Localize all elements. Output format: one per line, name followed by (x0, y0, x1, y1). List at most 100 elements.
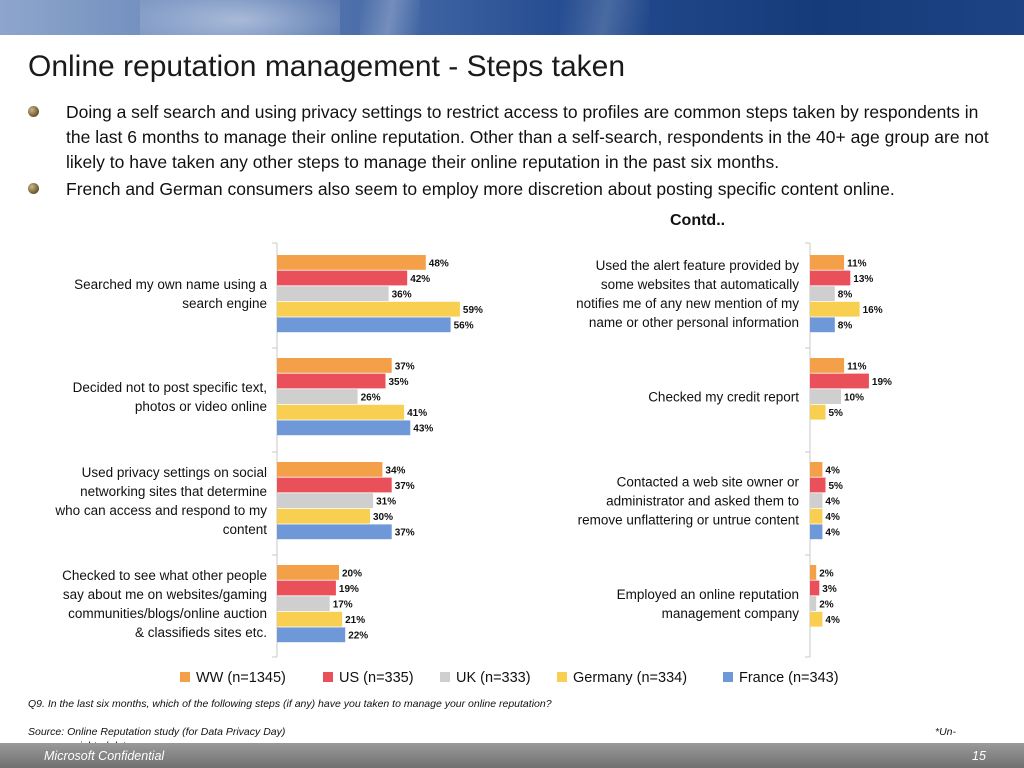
category-label: Checked to see what other people say abou… (62, 568, 267, 640)
category-label: Used the alert feature provided by some w… (576, 258, 799, 330)
data-label: 4% (825, 497, 840, 508)
data-label: 36% (392, 290, 412, 301)
chart-bar (810, 611, 823, 627)
footer-bar (0, 743, 1024, 768)
legend-item: US (n=335) (323, 670, 414, 686)
chart-bar (277, 493, 374, 508)
data-label: 4% (825, 528, 840, 539)
chart-bar (810, 317, 835, 333)
bullet-text: French and German consumers also seem to… (66, 179, 895, 199)
legend-item: France (n=343) (723, 670, 839, 686)
category-label-line: communities/blogs/online auction (68, 606, 267, 621)
chart-bar (810, 508, 823, 524)
category-label-line: & classifieds sites etc. (135, 625, 267, 640)
chart-bar (277, 301, 460, 317)
bullet-list: Doing a self search and using privacy se… (28, 100, 998, 204)
category-label-line: content (223, 522, 268, 537)
banner-stripe (360, 0, 420, 35)
chart-bar (810, 596, 817, 611)
data-label: 26% (361, 393, 381, 404)
category-label-line: name or other personal information (589, 315, 799, 330)
legend-label: France (n=343) (739, 670, 839, 686)
chart-bar (810, 301, 860, 317)
data-label: 41% (407, 408, 427, 419)
data-label: 2% (819, 600, 834, 611)
data-label: 37% (395, 481, 415, 492)
category-label-line: Checked my credit report (648, 390, 799, 405)
category-label: Employed an online reputation management … (617, 587, 800, 621)
category-label-line: who can access and respond to my (54, 503, 267, 518)
data-label: 8% (838, 290, 853, 301)
chart-bar (277, 270, 408, 286)
chart-bar (277, 580, 336, 596)
data-label: 19% (339, 584, 359, 595)
data-label: 34% (385, 465, 405, 476)
chart-bar (810, 389, 841, 404)
chart-bar (277, 404, 405, 420)
category-label: Checked my credit report (648, 390, 799, 405)
data-label: 48% (429, 258, 449, 269)
data-label: 11% (847, 258, 867, 269)
data-label: 11% (847, 361, 867, 372)
legend-swatch (440, 672, 450, 683)
category-label-line: Employed an online reputation (617, 587, 799, 602)
category-label-line: Contacted a web site owner or (617, 475, 800, 490)
chart-bar (277, 508, 370, 524)
category-label-line: management company (662, 606, 800, 621)
question-note: Q9. In the last six months, which of the… (28, 698, 552, 710)
chart-bar (810, 286, 835, 301)
bullet-icon (28, 183, 39, 194)
chart-bar (810, 255, 845, 270)
legend-swatch (180, 672, 190, 683)
category-label-line: administrator and asked them to (606, 494, 799, 509)
legend-item: Germany (n=334) (557, 670, 687, 686)
data-label: 21% (345, 615, 365, 626)
source-note: Source: Online Reputation study (for Dat… (28, 726, 286, 738)
bullet-icon (28, 106, 39, 117)
chart-bar (277, 596, 330, 611)
data-label: 35% (389, 377, 409, 388)
bullet-text: Doing a self search and using privacy se… (66, 102, 989, 172)
chart-bar (277, 255, 426, 270)
chart-bar (810, 358, 845, 373)
chart-bar (277, 317, 451, 333)
data-label: 37% (395, 528, 415, 539)
legend-swatch (323, 672, 333, 683)
chart-bar (277, 565, 339, 580)
chart-bar (277, 420, 411, 436)
data-label: 31% (376, 497, 396, 508)
category-label: Used privacy settings on social networkin… (54, 465, 267, 537)
data-label: 10% (844, 393, 864, 404)
data-label: 5% (829, 408, 844, 419)
category-label-line: some websites that automatically (601, 277, 799, 292)
data-label: 37% (395, 361, 415, 372)
category-label-line: Checked to see what other people (62, 568, 267, 583)
data-label: 16% (863, 305, 883, 316)
category-label-line: Used privacy settings on social (82, 465, 267, 480)
data-label: 42% (410, 274, 430, 285)
data-label: 30% (373, 512, 393, 523)
category-label-line: Used the alert feature provided by (596, 258, 800, 273)
banner-glow (140, 0, 340, 35)
header-banner (0, 0, 1024, 35)
category-label-line: Searched my own name using a (74, 277, 267, 292)
chart-bar (277, 477, 392, 493)
data-label: 13% (853, 274, 873, 285)
chart-bar (810, 462, 823, 477)
page-number: 15 (972, 749, 986, 763)
bullet-item: Doing a self search and using privacy se… (28, 100, 998, 175)
page-title: Online reputation management - Steps tak… (28, 50, 626, 83)
bullet-item: French and German consumers also seem to… (28, 177, 998, 202)
data-label: 4% (825, 465, 840, 476)
chart-bar (810, 565, 817, 580)
legend-item: WW (n=1345) (180, 670, 286, 686)
legend-label: WW (n=1345) (196, 670, 286, 686)
category-label: Contacted a web site owner or administrat… (578, 475, 800, 528)
legend-label: Germany (n=334) (573, 670, 688, 686)
category-label: Decided not to post specific text, photos… (73, 380, 267, 414)
legend-swatch (723, 672, 733, 683)
chart-bar (277, 611, 343, 627)
data-label: 17% (333, 600, 353, 611)
chart-bar (810, 373, 869, 389)
data-label: 59% (463, 305, 483, 316)
